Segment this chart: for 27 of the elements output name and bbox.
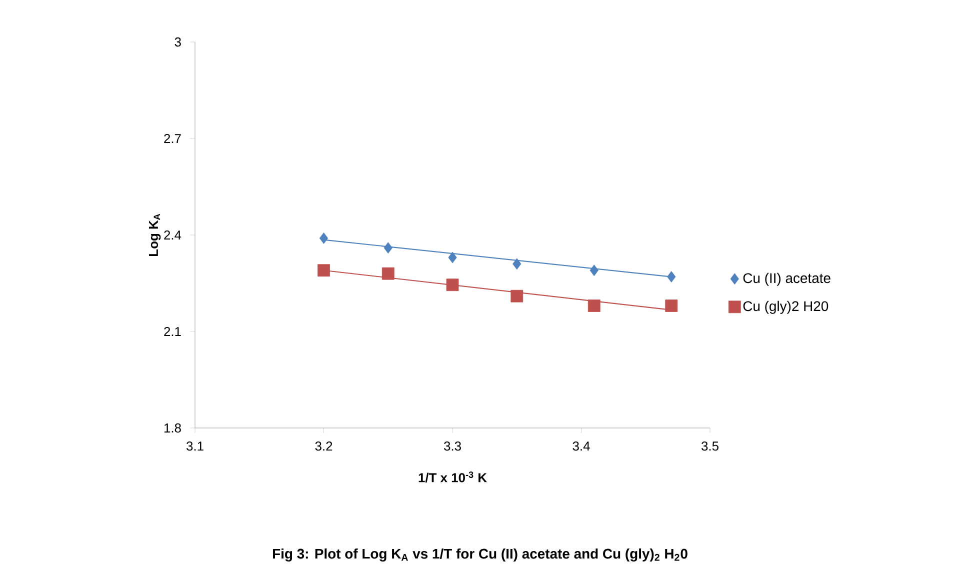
point — [667, 271, 676, 282]
point — [590, 264, 598, 276]
y-tick-label: 2.1 — [164, 326, 181, 336]
x-tick-label: 3.2 — [315, 442, 332, 451]
x-tick-label: 3.4 — [572, 442, 590, 451]
point — [512, 258, 522, 270]
point — [665, 300, 678, 312]
y-tick-label: 2.7 — [164, 134, 181, 144]
x-tick-label: 3.5 — [702, 442, 718, 451]
legend-label: Cu (gly)2 H20 — [743, 300, 828, 314]
point — [510, 290, 524, 302]
point — [448, 252, 457, 264]
point — [382, 267, 394, 280]
x-tick-label: 3.3 — [444, 442, 461, 451]
point — [588, 300, 600, 312]
point — [446, 278, 459, 292]
y-tick-label: 2.4 — [164, 230, 182, 240]
point — [319, 232, 328, 244]
y-tick-label: 1.8 — [164, 423, 181, 433]
y-tick-label: 3 — [174, 37, 181, 47]
legend-label: Cu (II) acetate — [743, 272, 830, 286]
x-tick-label: 3.1 — [186, 442, 204, 451]
point — [384, 242, 392, 254]
caption: Fig 3: Plot of Log K$_{A}$ vs 1/T for Cu (II) acetate and Cu (gly)$_{2}$ H$_{2}$0 — [272, 548, 688, 562]
x-axis-title: 1/T x 10$^{-3}$ K — [418, 472, 487, 482]
point — [318, 264, 330, 277]
y-axis-title: Log K$_{A}$ — [149, 214, 161, 256]
